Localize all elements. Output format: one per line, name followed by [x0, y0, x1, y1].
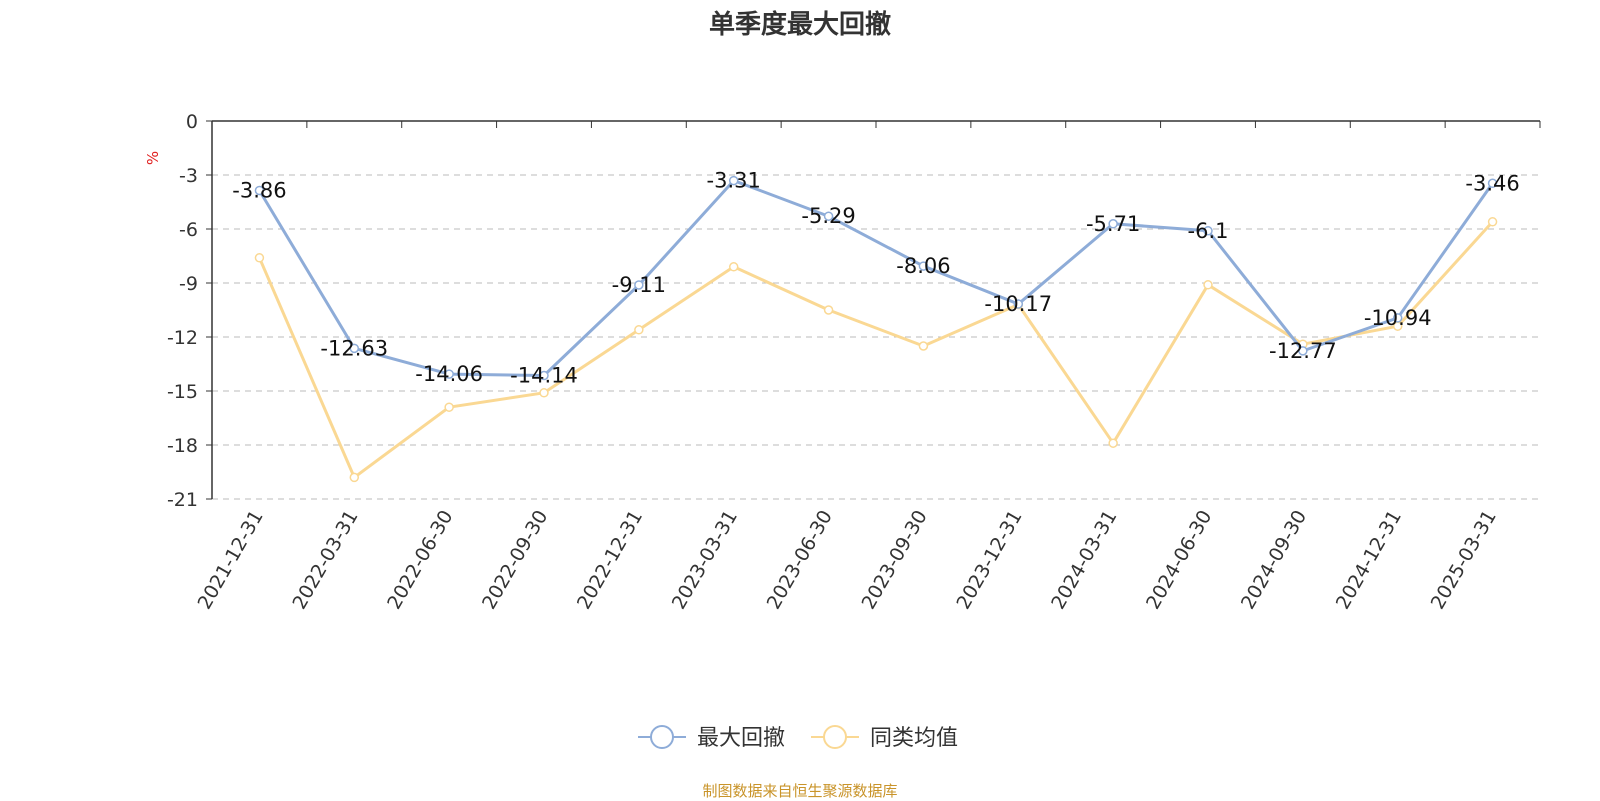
legend-label: 最大回撤: [697, 726, 785, 751]
legend-item[interactable]: 同类均值: [811, 725, 958, 751]
data-point[interactable]: [918, 261, 929, 271]
y-tick-label: -12: [167, 327, 198, 349]
series-line: [258, 220, 1494, 479]
legend-marker-icon: [823, 725, 847, 749]
data-point[interactable]: [1298, 346, 1308, 356]
data-label: -3.86: [232, 178, 286, 202]
x-tick-label: 2024-06-30: [1142, 507, 1216, 614]
x-tick-label: 2023-06-30: [763, 507, 837, 614]
data-point[interactable]: [254, 253, 265, 263]
x-tick-label: 2024-03-31: [1047, 507, 1121, 614]
data-point[interactable]: [1108, 438, 1118, 448]
x-tick-label: 2022-09-30: [478, 507, 552, 614]
data-label: -3.31: [707, 169, 761, 193]
source-note: 制图数据来自恒生聚源数据库: [702, 782, 898, 800]
y-tick-label: 0: [186, 111, 198, 133]
data-label: -5.29: [801, 204, 855, 228]
legend-label: 同类均值: [870, 726, 958, 751]
data-label: -10.17: [984, 292, 1052, 316]
y-tick-label: -9: [179, 273, 198, 295]
chart-title: 单季度最大回撤: [708, 10, 891, 40]
x-tick-label: 2023-09-30: [857, 507, 931, 614]
data-label: -14.06: [415, 362, 483, 386]
data-point[interactable]: [728, 262, 739, 272]
data-label: -5.71: [1086, 212, 1140, 236]
series-line: [258, 179, 1494, 378]
x-tick-label: 2023-12-31: [952, 506, 1026, 613]
data-labels: -3.86 -12.63 -14.06 -14.14 -9.11 -3.31 -5.29 -8…: [232, 169, 1519, 388]
x-tick-label: 2023-03-31: [668, 507, 742, 614]
y-axis-unit: %: [144, 151, 162, 165]
y-tick-label: -18: [167, 435, 198, 457]
data-point[interactable]: [539, 370, 549, 381]
data-label: -14.14: [510, 364, 578, 388]
data-point[interactable]: [634, 280, 644, 290]
data-point[interactable]: [728, 175, 739, 186]
data-point[interactable]: [1108, 219, 1118, 229]
x-tick-label: 2024-09-30: [1237, 507, 1311, 614]
data-point[interactable]: [349, 343, 360, 354]
x-tick-label: 2022-12-31: [573, 507, 647, 614]
legend-item[interactable]: 最大回撤: [638, 725, 785, 751]
y-tick-label: -15: [167, 381, 198, 403]
x-tick-label: 2022-03-31: [288, 507, 362, 614]
y-tick-label: -6: [179, 219, 198, 241]
data-point[interactable]: [349, 472, 360, 483]
data-point[interactable]: [1392, 313, 1403, 323]
legend-marker-icon: [650, 725, 674, 749]
x-tick-label: 2021-12-31: [193, 507, 267, 614]
y-tick-label: -21: [167, 489, 198, 511]
data-label: -10.94: [1364, 306, 1432, 330]
data-point[interactable]: [539, 388, 549, 398]
data-point[interactable]: [634, 325, 644, 335]
data-point[interactable]: [823, 211, 834, 221]
y-tick-label: -3: [179, 165, 198, 187]
data-label: -3.46: [1465, 171, 1519, 195]
data-label: -9.11: [612, 273, 666, 297]
legend[interactable]: 最大回撤 同类均值: [638, 725, 958, 751]
x-tick-label: 2022-06-30: [383, 506, 457, 613]
series: [254, 175, 1498, 483]
data-label: -8.06: [896, 254, 950, 278]
grid-lines: [212, 174, 1540, 500]
data-point[interactable]: [918, 341, 929, 351]
data-label: -12.77: [1269, 339, 1337, 363]
x-tick-label: 2025-03-31: [1427, 507, 1501, 614]
data-point[interactable]: [1487, 217, 1498, 227]
data-point[interactable]: [823, 305, 834, 315]
data-point[interactable]: [444, 402, 454, 412]
data-label: -6.1: [1188, 219, 1229, 243]
data-label: -12.63: [320, 336, 388, 360]
data-point[interactable]: [1203, 226, 1213, 236]
data-point[interactable]: [1487, 178, 1498, 189]
data-point[interactable]: [1203, 280, 1213, 290]
data-point[interactable]: [444, 369, 454, 379]
data-point[interactable]: [254, 185, 265, 196]
data-point[interactable]: [1013, 299, 1024, 309]
x-tick-label: 2024-12-31: [1332, 507, 1406, 614]
